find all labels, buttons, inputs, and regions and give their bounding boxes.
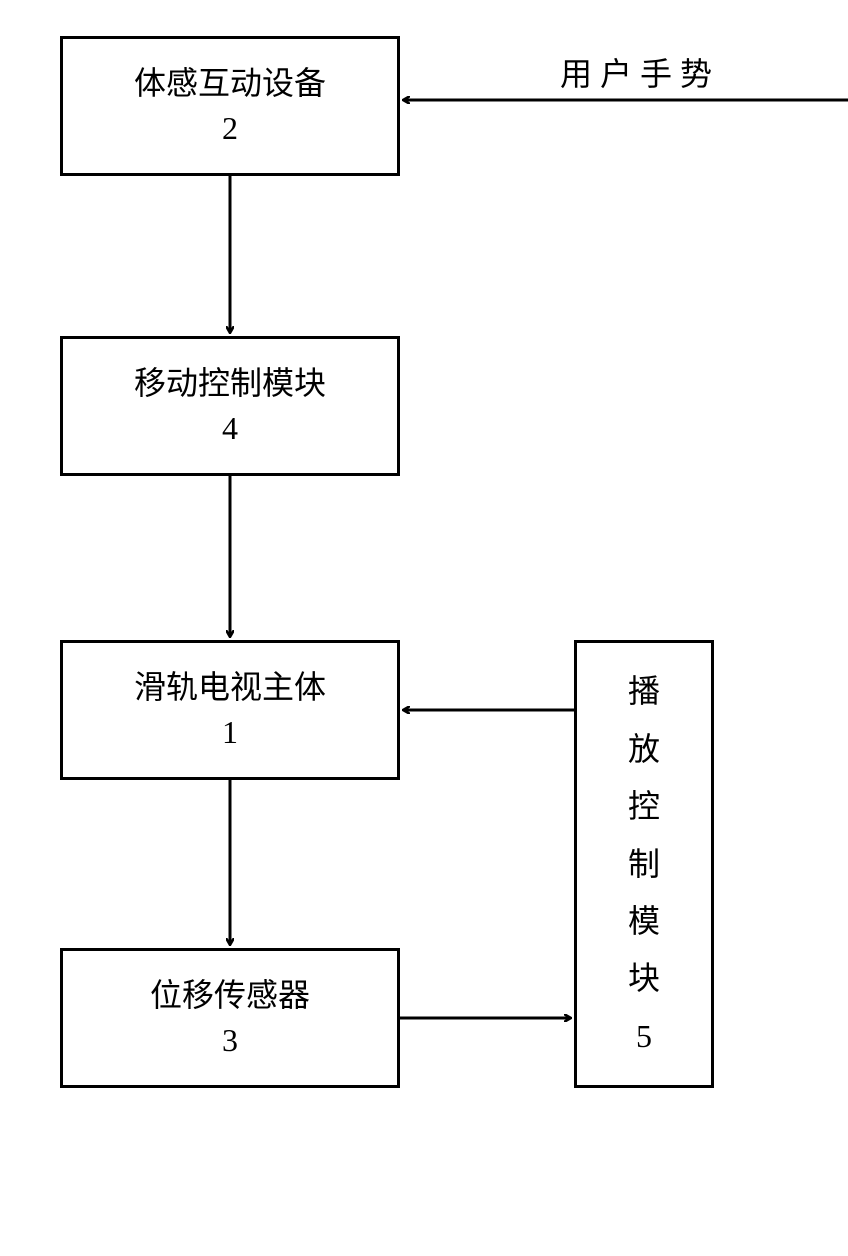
node-title-char: 模 [628, 899, 660, 944]
node-title: 移动控制模块 [134, 361, 326, 406]
node-play-control-module: 播 放 控 制 模 块 5 [574, 640, 714, 1088]
node-title: 体感互动设备 [134, 61, 326, 106]
node-number: 2 [222, 106, 238, 151]
node-move-control-module: 移动控制模块 4 [60, 336, 400, 476]
node-motion-device: 体感互动设备 2 [60, 36, 400, 176]
node-title: 滑轨电视主体 [134, 665, 326, 710]
node-title-char: 块 [628, 956, 660, 1001]
node-title: 位移传感器 [150, 973, 310, 1018]
node-number: 5 [636, 1014, 652, 1059]
node-number: 4 [222, 406, 238, 451]
node-number: 3 [222, 1018, 238, 1063]
external-input-label: 用 户 手 势 [560, 52, 712, 97]
node-title-char: 制 [628, 842, 660, 887]
node-title-char: 控 [628, 784, 660, 829]
node-title-char: 放 [628, 727, 660, 772]
diagram-canvas: 用 户 手 势 体感互动设备 2 移动控制模块 4 滑轨电视主体 1 位移传感器… [0, 0, 848, 1256]
node-number: 1 [222, 710, 238, 755]
node-rail-tv-body: 滑轨电视主体 1 [60, 640, 400, 780]
node-title-char: 播 [628, 669, 660, 714]
node-displacement-sensor: 位移传感器 3 [60, 948, 400, 1088]
